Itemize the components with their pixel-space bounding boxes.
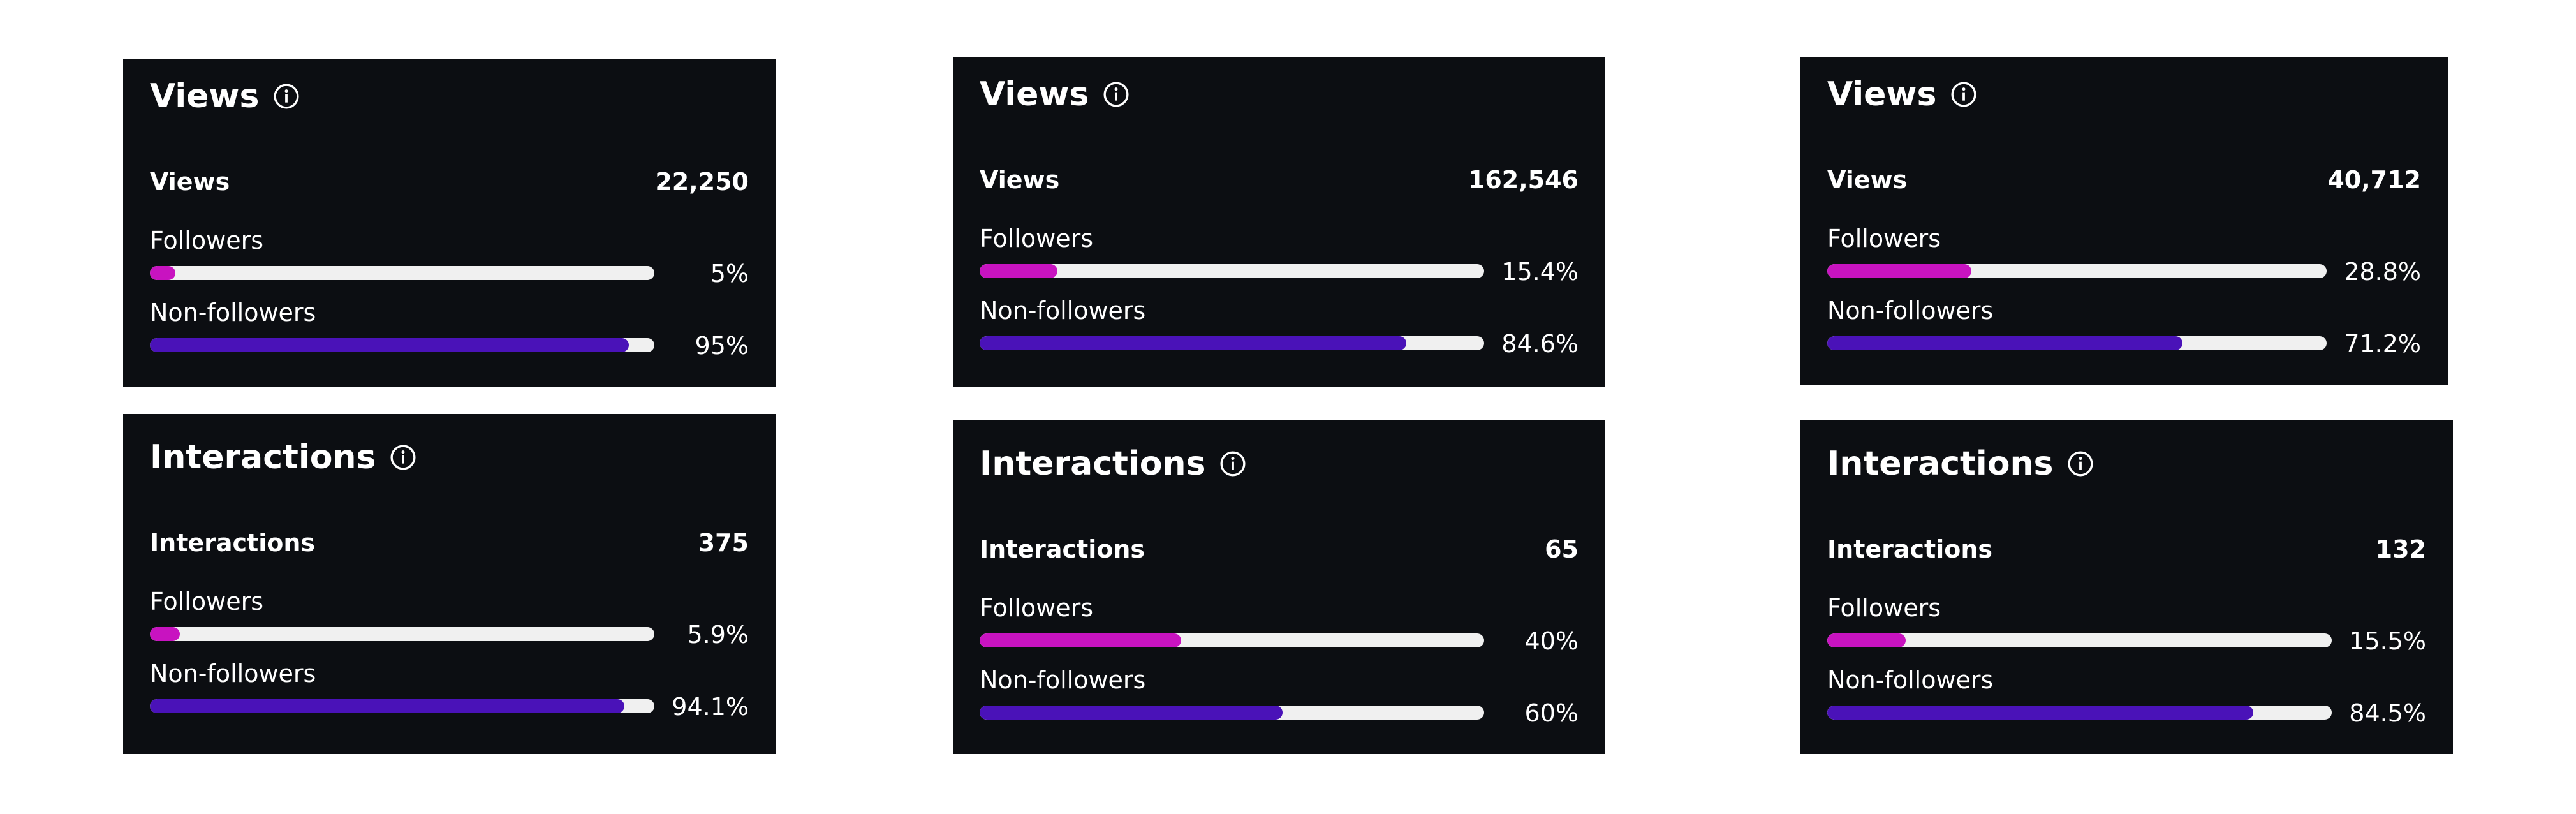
bar-fill bbox=[1827, 633, 1906, 648]
segment-label: Non-followers bbox=[150, 299, 316, 327]
segment-label: Followers bbox=[150, 588, 263, 616]
metric-card: Views Views 162,546 Followers 15.4% Non-follo… bbox=[953, 57, 1605, 387]
title-text: Interactions bbox=[1827, 445, 2054, 483]
segment-label: Followers bbox=[980, 594, 1093, 622]
segment-label: Non-followers bbox=[150, 660, 316, 688]
segment-label: Non-followers bbox=[980, 666, 1146, 694]
title-text: Views bbox=[150, 77, 260, 115]
segment-label: Followers bbox=[980, 225, 1093, 253]
info-icon[interactable] bbox=[2067, 450, 2094, 477]
card-title: Interactions bbox=[980, 445, 1246, 483]
bar-fill bbox=[1827, 706, 2254, 720]
title-text: Interactions bbox=[150, 438, 376, 477]
total-value: 132 bbox=[2375, 535, 2426, 563]
bar-fill bbox=[980, 264, 1057, 278]
title-text: Interactions bbox=[980, 445, 1206, 483]
bar-track bbox=[980, 633, 1484, 648]
percent-label: 94.1% bbox=[672, 693, 749, 721]
bar-fill bbox=[980, 706, 1283, 720]
metric-card: Views Views 40,712 Followers 28.8% Non-follow… bbox=[1800, 57, 2448, 385]
total-value: 65 bbox=[1545, 535, 1579, 563]
bar-fill bbox=[1827, 336, 2183, 350]
card-title: Interactions bbox=[1827, 445, 2094, 483]
metric-card: Interactions Interactions 375 Followers 5.9%… bbox=[123, 414, 776, 754]
metric-card: Views Views 22,250 Followers 5% Non-followers… bbox=[123, 59, 776, 387]
percent-label: 15.4% bbox=[1501, 258, 1579, 286]
metric-card: Interactions Interactions 132 Followers 15.5… bbox=[1800, 420, 2453, 754]
bar-track bbox=[150, 627, 654, 641]
bar-track bbox=[1827, 336, 2327, 350]
segment-label: Followers bbox=[150, 226, 263, 255]
info-icon[interactable] bbox=[1950, 81, 1977, 108]
total-label: Views bbox=[1827, 166, 1908, 194]
total-label: Views bbox=[150, 168, 230, 196]
info-icon[interactable] bbox=[1219, 450, 1246, 477]
bar-track bbox=[1827, 633, 2332, 648]
title-text: Views bbox=[980, 75, 1089, 114]
percent-label: 40% bbox=[1524, 627, 1579, 655]
bar-track bbox=[150, 338, 654, 352]
bar-track bbox=[980, 706, 1484, 720]
bar-fill bbox=[150, 338, 629, 352]
total-label: Interactions bbox=[980, 535, 1145, 563]
bar-track bbox=[150, 699, 654, 713]
total-value: 22,250 bbox=[655, 168, 749, 196]
info-icon[interactable] bbox=[273, 83, 300, 110]
card-title: Views bbox=[980, 75, 1130, 114]
info-icon[interactable] bbox=[1103, 81, 1130, 108]
bar-track bbox=[1827, 706, 2332, 720]
segment-label: Followers bbox=[1827, 225, 1941, 253]
segment-label: Followers bbox=[1827, 594, 1941, 622]
bar-fill bbox=[150, 266, 175, 280]
bar-fill bbox=[150, 699, 625, 713]
bar-fill bbox=[980, 336, 1407, 350]
bar-track bbox=[150, 266, 654, 280]
bar-fill bbox=[1827, 264, 1971, 278]
card-title: Interactions bbox=[150, 438, 416, 477]
total-value: 40,712 bbox=[2327, 166, 2421, 194]
percent-label: 5.9% bbox=[687, 621, 749, 649]
metric-card: Interactions Interactions 65 Followers 40% No… bbox=[953, 420, 1605, 754]
percent-label: 28.8% bbox=[2344, 258, 2421, 286]
title-text: Views bbox=[1827, 75, 1937, 114]
percent-label: 5% bbox=[710, 260, 749, 288]
segment-label: Non-followers bbox=[1827, 666, 1994, 694]
total-label: Interactions bbox=[1827, 535, 1993, 563]
bar-fill bbox=[150, 627, 180, 641]
bar-track bbox=[1827, 264, 2327, 278]
total-value: 162,546 bbox=[1468, 166, 1579, 194]
percent-label: 95% bbox=[695, 332, 749, 360]
bar-track bbox=[980, 264, 1484, 278]
card-title: Views bbox=[150, 77, 300, 115]
total-label: Interactions bbox=[150, 529, 316, 557]
total-value: 375 bbox=[698, 529, 749, 557]
percent-label: 60% bbox=[1524, 699, 1579, 727]
percent-label: 84.6% bbox=[1501, 330, 1579, 358]
bar-fill bbox=[980, 633, 1182, 648]
info-icon[interactable] bbox=[390, 444, 416, 471]
segment-label: Non-followers bbox=[1827, 297, 1994, 325]
card-title: Views bbox=[1827, 75, 1977, 114]
percent-label: 71.2% bbox=[2344, 330, 2421, 358]
total-label: Views bbox=[980, 166, 1060, 194]
percent-label: 84.5% bbox=[2349, 699, 2426, 727]
percent-label: 15.5% bbox=[2349, 627, 2426, 655]
bar-track bbox=[980, 336, 1484, 350]
segment-label: Non-followers bbox=[980, 297, 1146, 325]
